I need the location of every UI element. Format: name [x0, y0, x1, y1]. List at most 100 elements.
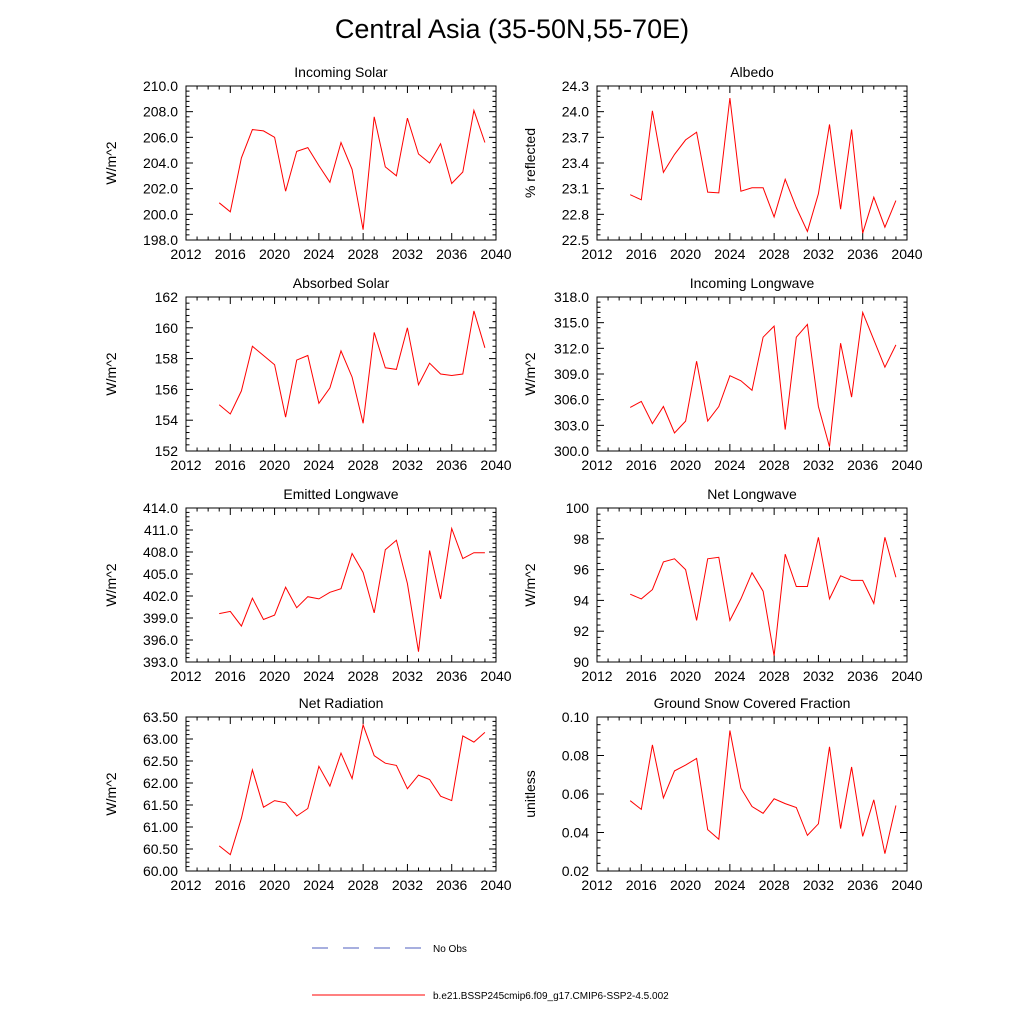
- y-tick-label: 306.0: [554, 392, 589, 408]
- x-tick-label: 2020: [259, 668, 290, 684]
- y-tick-label: 23.1: [562, 181, 589, 197]
- x-tick-label: 2012: [170, 246, 201, 262]
- x-tick-label: 2020: [670, 246, 701, 262]
- x-tick-label: 2012: [581, 877, 612, 893]
- y-axis-label: W/m^2: [103, 772, 119, 815]
- panel-title: Incoming Solar: [294, 64, 388, 80]
- chart-panel: Incoming Longwave 2012 2016 2020 2024 2028 203…: [522, 275, 923, 473]
- x-tick-label: 2040: [891, 877, 922, 893]
- panel-title: Net Radiation: [299, 695, 384, 711]
- x-tick-label: 2028: [759, 668, 790, 684]
- y-tick-label: 162: [155, 289, 179, 305]
- x-tick-label: 2040: [891, 246, 922, 262]
- plot-frame: [185, 507, 497, 663]
- y-axis-label: W/m^2: [522, 352, 538, 395]
- y-tick-label: 210.0: [143, 78, 178, 94]
- x-tick-label: 2028: [759, 246, 790, 262]
- x-tick-label: 2020: [670, 457, 701, 473]
- chart-panel: Incoming Solar 2012 2016 2020 2024 2028 2032 20…: [103, 64, 512, 262]
- x-tick-label: 2016: [626, 457, 657, 473]
- x-tick-label: 2028: [348, 877, 379, 893]
- x-tick-label: 2024: [714, 457, 745, 473]
- chart-panel: Albedo 2012 2016 2020 2024 2028 2032 2036 2040 22…: [522, 64, 923, 262]
- y-tick-label: 208.0: [143, 104, 178, 120]
- x-tick-label: 2016: [215, 457, 246, 473]
- x-tick-label: 2012: [581, 457, 612, 473]
- chart-panel: Ground Snow Covered Fraction 2012 2016 2020…: [522, 695, 923, 893]
- y-tick-label: 198.0: [143, 232, 178, 248]
- legend-obs-label: No Obs: [433, 944, 467, 955]
- x-tick-label: 2036: [847, 668, 878, 684]
- y-tick-label: 152: [155, 443, 179, 459]
- y-tick-label: 90: [573, 654, 589, 670]
- y-tick-label: 60.00: [143, 863, 178, 879]
- x-tick-label: 2016: [215, 246, 246, 262]
- y-axis-label: unitless: [522, 770, 538, 817]
- x-tick-label: 2036: [436, 457, 467, 473]
- y-tick-label: 63.50: [143, 709, 178, 725]
- x-tick-label: 2040: [480, 457, 511, 473]
- series-line: [629, 730, 897, 854]
- y-tick-label: 154: [155, 412, 179, 428]
- panel-title: Ground Snow Covered Fraction: [654, 695, 851, 711]
- y-tick-label: 0.08: [562, 748, 589, 764]
- x-tick-label: 2028: [759, 457, 790, 473]
- x-tick-label: 2024: [714, 877, 745, 893]
- x-tick-label: 2032: [392, 668, 423, 684]
- x-tick-label: 2016: [626, 877, 657, 893]
- x-tick-label: 2024: [303, 877, 334, 893]
- x-tick-label: 2036: [847, 877, 878, 893]
- y-tick-label: 312.0: [554, 340, 589, 356]
- series-line: [218, 723, 486, 856]
- panel-title: Absorbed Solar: [293, 275, 390, 291]
- y-tick-label: 63.00: [143, 731, 178, 747]
- panel-title: Albedo: [730, 64, 774, 80]
- panel-title: Emitted Longwave: [283, 486, 398, 502]
- x-tick-label: 2036: [436, 246, 467, 262]
- series-line: [218, 108, 486, 230]
- y-tick-label: 61.00: [143, 819, 178, 835]
- y-tick-label: 98: [573, 531, 589, 547]
- y-tick-label: 96: [573, 562, 589, 578]
- y-tick-label: 92: [573, 623, 589, 639]
- x-tick-label: 2028: [348, 246, 379, 262]
- x-tick-label: 2012: [170, 877, 201, 893]
- y-axis-label: W/m^2: [103, 141, 119, 184]
- y-tick-label: 393.0: [143, 654, 178, 670]
- x-tick-label: 2032: [803, 877, 834, 893]
- x-tick-label: 2024: [303, 246, 334, 262]
- y-tick-label: 315.0: [554, 315, 589, 331]
- x-tick-label: 2024: [714, 246, 745, 262]
- x-tick-label: 2020: [259, 457, 290, 473]
- x-tick-label: 2032: [392, 457, 423, 473]
- y-tick-label: 22.5: [562, 232, 589, 248]
- y-tick-label: 202.0: [143, 181, 178, 197]
- x-tick-label: 2016: [215, 877, 246, 893]
- legend: No Obs b.e21.BSSP245cmip6.f09_g17.CMIP6-S…: [312, 944, 669, 1002]
- x-tick-label: 2036: [436, 877, 467, 893]
- y-tick-label: 61.50: [143, 797, 178, 813]
- x-tick-label: 2020: [670, 877, 701, 893]
- x-tick-label: 2040: [891, 668, 922, 684]
- x-tick-label: 2040: [480, 877, 511, 893]
- y-tick-label: 0.06: [562, 786, 589, 802]
- series-line: [629, 97, 897, 234]
- y-axis-label: W/m^2: [103, 563, 119, 606]
- y-tick-label: 100: [566, 500, 590, 516]
- y-tick-label: 200.0: [143, 206, 178, 222]
- y-tick-label: 309.0: [554, 366, 589, 382]
- y-tick-label: 0.02: [562, 863, 589, 879]
- figure-title: Central Asia (35-50N,55-70E): [334, 14, 690, 44]
- y-tick-label: 160: [155, 320, 179, 336]
- y-tick-label: 24.3: [562, 78, 589, 94]
- series-line: [629, 310, 897, 447]
- y-tick-label: 24.0: [562, 104, 589, 120]
- x-tick-label: 2028: [348, 668, 379, 684]
- y-tick-label: 318.0: [554, 289, 589, 305]
- x-tick-label: 2036: [847, 457, 878, 473]
- y-axis-label: W/m^2: [103, 352, 119, 395]
- y-axis-label: % reflected: [522, 128, 538, 198]
- x-tick-label: 2024: [303, 668, 334, 684]
- x-tick-label: 2012: [170, 668, 201, 684]
